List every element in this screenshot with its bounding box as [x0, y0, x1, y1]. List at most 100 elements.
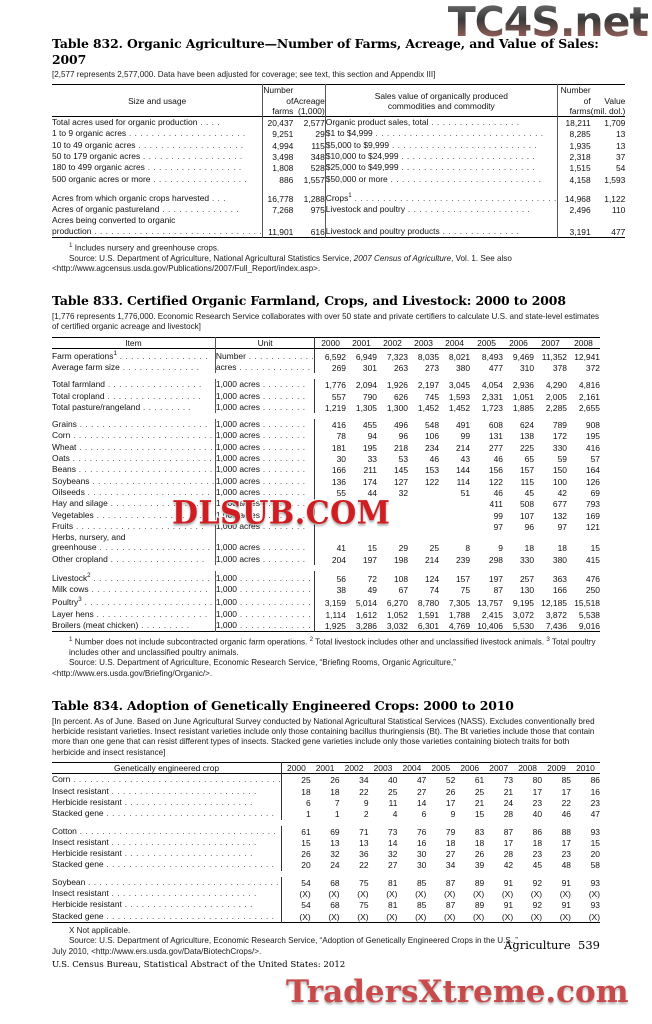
cell-value-2000: 61	[301, 826, 311, 837]
cell-value-2002: 127	[393, 476, 409, 487]
cell-value-2007: 172	[552, 431, 567, 442]
cell-sales-category: Organic product sales, total . . . . . .…	[325, 116, 558, 129]
cell-value-2001: 94	[367, 431, 377, 442]
cell-value-2000: 15	[301, 837, 311, 848]
leader-dots: . . . . . . . . . . . . . . . . . . . . …	[405, 204, 531, 214]
table-row: Herbicide resistant . . . . . . . . . . …	[52, 899, 600, 911]
cell-value-2001: 69	[330, 826, 340, 837]
cell-value-2004: 380	[455, 363, 471, 373]
cell-value-2001	[346, 498, 377, 509]
table-row: Cotton . . . . . . . . . . . . . . . . .…	[52, 825, 600, 837]
cell-value-2005: 2,331	[481, 391, 503, 402]
cell-value-2009: 91	[561, 877, 571, 888]
cell-value-2001: 33	[367, 454, 377, 465]
leader-dots: . . . . . . . . . . . . . .	[119, 363, 200, 372]
footnote-marker: 2	[87, 572, 91, 580]
cell-value-2002: 263	[393, 363, 409, 373]
cell-unit: 1,000 acres . . . . . . . .	[215, 464, 316, 476]
cell-item: Layer hens . . . . . . . . . . . . . . .…	[52, 608, 216, 620]
table-row: Poultry3 . . . . . . . . . . . . . . . .…	[52, 595, 600, 609]
cell-unit: 1,000 . . . . . . . . . . . . .	[215, 619, 316, 632]
cell-value-2007: 677	[552, 499, 567, 510]
cell-value-2008: 17	[532, 786, 543, 797]
leader-dots: . . . . . . . . . . . . . . . . . . . . …	[387, 174, 542, 184]
table-row: Wheat . . . . . . . . . . . . . . . . . …	[52, 441, 600, 454]
table-row: Insect resistant . . . . . . . . . . . .…	[52, 836, 600, 849]
cell-value-2005: 79	[445, 826, 456, 837]
cell-value-2002: 7,323	[386, 351, 409, 362]
cell-item: Grains . . . . . . . . . . . . . . . . .…	[52, 419, 216, 431]
row-label: 1,000	[215, 597, 237, 608]
cell-value-2000: 30	[336, 454, 346, 465]
table-834-body: Corn . . . . . . . . . . . . . . . . . .…	[52, 773, 600, 923]
cell-item: Poultry3 . . . . . . . . . . . . . . . .…	[52, 595, 216, 609]
cell-value-2006: 18	[524, 543, 535, 554]
cell-value-2010: 20	[590, 849, 600, 860]
cell-value-2004	[439, 521, 470, 532]
cell-value-2003: 8,035	[417, 351, 440, 362]
row-label: Average farm size	[52, 362, 120, 372]
row-label: $50,000 or more	[325, 173, 388, 184]
cell-value-2001: 72	[367, 573, 377, 584]
header-year-2005: 2005	[477, 337, 496, 348]
table-row: Broilers (meat chicken) . . . . . . . . …	[52, 619, 600, 632]
cell-value-2002	[377, 532, 408, 542]
cell-value-2007: 2,285	[545, 402, 567, 413]
cell-crop: Insect resistant . . . . . . . . . . . .…	[52, 888, 283, 900]
row-label: Stacked gene	[52, 808, 104, 819]
cell-unit: 1,000 acres . . . . . . . .	[215, 542, 316, 554]
cell-value-2003: 214	[424, 554, 440, 565]
cell-value-2010: 86	[590, 775, 600, 786]
cell-acreage: 29	[293, 128, 326, 140]
cell-value-2007	[534, 532, 567, 542]
row-label: Layer hens	[52, 608, 94, 619]
table-row: Stacked gene . . . . . . . . . . . . . .…	[52, 859, 600, 871]
cell-value-2002: 36	[359, 849, 369, 860]
table-832-block: Table 832. Organic Agriculture—Number of…	[52, 36, 626, 274]
cell-value-2004: 6	[421, 809, 427, 820]
cell-unit: 1,000 acres . . . . . . . .	[215, 430, 316, 442]
row-label: Livestock and poultry products	[325, 225, 440, 236]
cell-value-2002: 75	[359, 900, 369, 911]
watermark-tradersxtreme: TradersXtreme.com	[285, 973, 630, 1012]
table-row: Soybeans . . . . . . . . . . . . . . . .…	[52, 475, 600, 487]
cell-sales-category: Crops1 . . . . . . . . . . . . . . . . .…	[325, 190, 558, 204]
leader-dots: . . . . . . . .	[259, 543, 306, 553]
cell-value-2007: 97	[557, 521, 567, 532]
cell-value-2008: 23	[532, 797, 543, 808]
cell-value-2007: 166	[552, 585, 567, 596]
cell-item: Other cropland . . . . . . . . . . . . .…	[52, 553, 216, 566]
row-label: 1,000 acres	[215, 498, 260, 509]
cell-unit: 1,000 acres . . . . . . . .	[215, 379, 316, 391]
cell-value-2000: 1,776	[324, 380, 346, 391]
leader-dots: . . . . . . . .	[259, 402, 306, 412]
cell-value	[591, 215, 626, 225]
leader-dots: . . . . . . . . . . . . . . . . . . . . …	[84, 487, 211, 497]
table-row: Layer hens . . . . . . . . . . . . . . .…	[52, 608, 600, 620]
cell-value-2002: 496	[393, 420, 409, 431]
cell-value-2006: 21	[474, 797, 485, 808]
cell-value-2005: 277	[488, 442, 503, 453]
table-832: Size and usage Number Sales value of org…	[52, 84, 626, 238]
cell-value-2008: 23	[532, 849, 543, 860]
cell-value-2003: 6,301	[417, 620, 440, 631]
cell-value-2009: 17	[561, 786, 571, 797]
cell-unit: 1,000 . . . . . . . . . . . . .	[215, 571, 316, 585]
leader-dots: . . . . . . . . . . . . . . . . . . . . …	[351, 193, 557, 203]
row-label: acres	[215, 362, 237, 372]
cell-value-2003: 4	[392, 809, 398, 820]
cell-value-2000: 3,159	[324, 598, 346, 609]
cell-value-2000: 557	[331, 391, 346, 402]
leader-dots: . . . . . . . .	[259, 454, 306, 464]
row-label: production	[52, 225, 92, 236]
cell-value-2001: 26	[330, 775, 340, 786]
cell-item: Milk cows . . . . . . . . . . . . . . . …	[52, 584, 216, 596]
cell-value-2000: 38	[336, 585, 346, 596]
table-row: production . . . . . . . . . . . . . . .…	[52, 225, 626, 238]
row-label: 1,000 acres	[215, 509, 260, 520]
header-acreage-line3: (1,000)	[293, 105, 326, 117]
cell-value-2001	[346, 521, 377, 532]
cell-value-2006: 115	[520, 476, 535, 487]
cell-sales-category: Livestock and poultry products . . . . .…	[325, 225, 558, 238]
cell-size-usage: Acres of organic pastureland . . . . . .…	[52, 203, 264, 216]
